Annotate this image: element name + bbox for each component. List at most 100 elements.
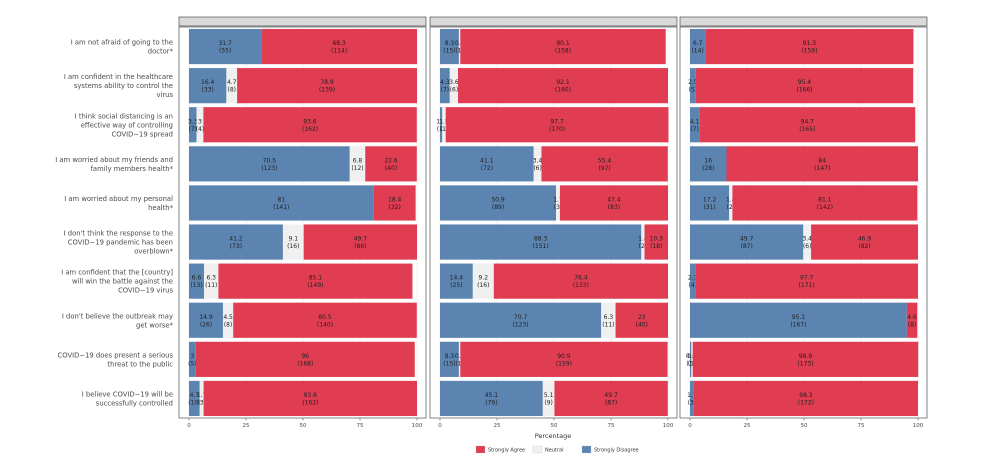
bar-count-label: (26)	[200, 321, 212, 328]
bar-value-label: 88.3	[534, 236, 548, 243]
bar-count-label: (16)	[287, 243, 299, 250]
bar-count-label: (25)	[450, 282, 462, 289]
bar-count-label: (140)	[317, 321, 333, 328]
bar-value-label: 1.7	[687, 392, 697, 399]
bar-value-label: 81.1	[818, 196, 832, 203]
bar-segment	[199, 380, 204, 417]
x-axis-title: Percentage	[535, 432, 572, 440]
bar-segment	[690, 28, 706, 65]
bar-segment	[440, 68, 450, 104]
x-tick-label: 50	[551, 423, 558, 429]
legend-key	[532, 445, 543, 454]
bar-count-label: (158)	[555, 48, 571, 55]
bar-count-label: (159)	[801, 48, 817, 55]
bar-value-label: 70.7	[514, 314, 528, 321]
x-tick-label: 50	[801, 423, 808, 429]
bar-value-label: 8.3	[445, 353, 455, 360]
bar-count-label: (172)	[798, 399, 814, 406]
bar-segment	[233, 302, 417, 338]
bar-count-label: (173)	[797, 360, 813, 367]
bar-value-label: 17.2	[703, 196, 717, 203]
bar-count-label: (1)	[688, 360, 697, 367]
bar-value-label: 46.9	[858, 236, 872, 243]
bar-value-label: 55.4	[598, 157, 612, 164]
bar-segment	[699, 107, 916, 143]
bar-count-label: (147)	[814, 165, 830, 172]
bar-count-label: (87)	[605, 399, 617, 406]
bar-value-label: 1.4	[726, 196, 736, 203]
bar-segment	[705, 28, 914, 65]
bar-segment	[189, 68, 227, 104]
bar-count-label: (87)	[740, 243, 752, 250]
bar-value-label: 2.5	[688, 79, 698, 86]
bar-count-label: (3)	[554, 204, 563, 211]
bar-count-label: (31)	[703, 204, 715, 211]
bar-value-label: 8.3	[445, 40, 455, 47]
bar-segment	[440, 185, 557, 221]
bar-count-label: (168)	[297, 360, 313, 367]
bar-segment	[440, 380, 543, 417]
x-tick-label: 25	[494, 423, 501, 429]
bar-count-label: (167)	[790, 321, 806, 328]
bar-value-label: 4.5	[223, 314, 233, 321]
bar-value-label: 0.6	[686, 353, 696, 360]
bar-value-label: 3.3	[188, 118, 198, 125]
statement-label: I think social distancing is an	[75, 112, 173, 120]
x-tick-label: 50	[300, 423, 307, 429]
bar-count-label: (162)	[302, 399, 318, 406]
bar-value-label: 96	[301, 353, 309, 360]
bar-count-label: (11)	[602, 321, 614, 328]
bar-count-label: (8)	[224, 321, 233, 328]
bar-segment	[203, 107, 417, 143]
bar-segment	[803, 224, 812, 260]
legend-label: Neutral	[545, 448, 563, 454]
bar-count-label: (15)	[443, 48, 455, 55]
x-tick-label: 25	[243, 423, 250, 429]
bar-count-label: (6)	[803, 243, 812, 250]
bar-segment	[189, 28, 262, 65]
bar-value-label: 49.7	[740, 236, 754, 243]
bar-value-label: 93.6	[303, 118, 317, 125]
x-tick-label: 75	[608, 423, 615, 429]
statement-label: systems ability to control the	[74, 82, 173, 90]
bar-segment	[554, 380, 668, 417]
bar-segment	[601, 302, 616, 338]
x-tick-label: 75	[858, 423, 865, 429]
bar-count-label: (40)	[636, 321, 648, 328]
bar-segment	[440, 146, 534, 182]
bar-count-label: (159)	[556, 360, 572, 367]
x-tick-label: 0	[688, 423, 692, 429]
bar-segment	[690, 146, 727, 182]
bar-count-label: (2)	[639, 243, 648, 250]
bar-value-label: 23	[638, 314, 646, 321]
bar-segment	[726, 146, 918, 182]
bar-segment	[533, 146, 542, 182]
bar-segment	[693, 380, 918, 417]
legend-key	[581, 445, 592, 454]
bar-segment	[440, 263, 473, 299]
bar-count-label: (13)	[190, 282, 202, 289]
x-tick-label: 75	[357, 423, 364, 429]
bar-value-label: 98.9	[799, 353, 813, 360]
bar-count-label: (5)	[188, 360, 197, 367]
bar-segment	[472, 263, 494, 299]
statement-label: will win the battle against the	[72, 278, 173, 286]
bar-count-label: (170)	[549, 126, 565, 133]
statement-label: health*	[148, 204, 174, 212]
bar-value-label: 47.4	[607, 196, 621, 203]
x-tick-label: 100	[412, 423, 423, 429]
bar-value-label: 45.1	[485, 392, 499, 399]
bar-segment	[189, 341, 196, 377]
statement-label: I am confident that the [country]	[61, 269, 173, 277]
bar-segment	[218, 263, 413, 299]
bar-value-label: 1.7	[553, 196, 563, 203]
bar-value-label: 2.3	[688, 275, 698, 282]
bar-count-label: (171)	[799, 282, 815, 289]
bar-count-label: (7)	[690, 126, 699, 133]
bar-count-label: (16)	[477, 282, 489, 289]
bar-count-label: (7)	[441, 87, 450, 94]
bar-value-label: 3	[198, 118, 202, 125]
bar-segment	[690, 263, 696, 299]
bar-count-label: (10)	[188, 399, 200, 406]
